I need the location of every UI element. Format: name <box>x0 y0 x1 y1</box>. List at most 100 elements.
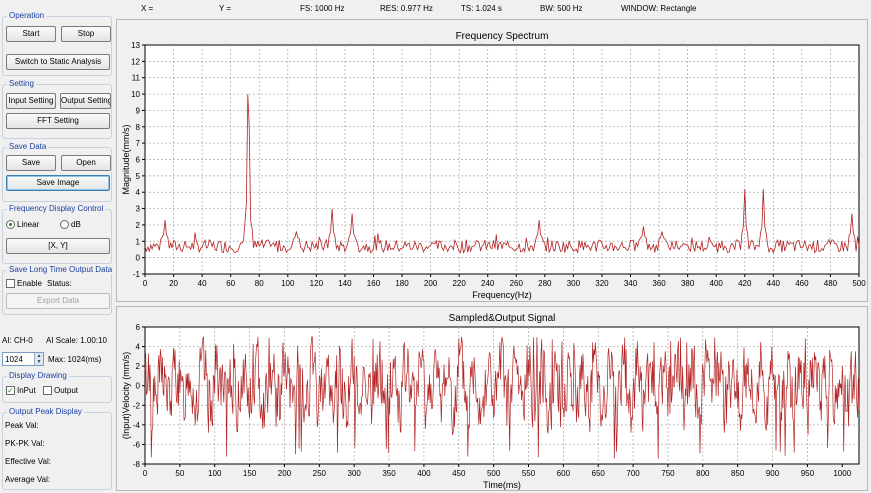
x-tick-label: 280 <box>538 279 552 288</box>
x-tick-label: 750 <box>661 469 675 478</box>
output-setting-button[interactable]: Output Setting <box>60 93 111 109</box>
chart-title: Frequency Spectrum <box>456 31 549 42</box>
y-tick-label: 4 <box>136 188 141 197</box>
x-tick-label: 400 <box>417 469 431 478</box>
x-tick-label: 650 <box>592 469 606 478</box>
x-tick-label: 850 <box>731 469 745 478</box>
x-tick-label: 480 <box>824 279 838 288</box>
signal-series-line <box>144 336 860 459</box>
y-tick-label: 0 <box>136 254 141 263</box>
operation-title: Operation <box>7 11 47 20</box>
start-button[interactable]: Start <box>6 26 56 42</box>
peak-display-title: Output Peak Display <box>7 407 84 416</box>
peak-value-label: Peak Val: <box>5 421 39 430</box>
y-tick-label: 1 <box>136 237 141 246</box>
enable-checkbox[interactable] <box>6 279 15 288</box>
y-tick-label: 10 <box>131 90 140 99</box>
x-tick-label: 180 <box>395 279 409 288</box>
save-data-group: Save Data Save Open Save Image <box>2 142 112 202</box>
x-tick-label: 950 <box>801 469 815 478</box>
x-tick-label: 100 <box>208 469 222 478</box>
x-tick-label: 550 <box>522 469 536 478</box>
cursor-y-readout: Y = <box>219 4 232 13</box>
save-button[interactable]: Save <box>6 155 56 171</box>
y-tick-label: 13 <box>131 41 140 50</box>
operation-group: Operation Start Stop Switch to Static An… <box>2 11 112 76</box>
x-tick-label: 60 <box>226 279 235 288</box>
x-tick-label: 340 <box>624 279 638 288</box>
x-tick-label: 200 <box>278 469 292 478</box>
open-button[interactable]: Open <box>61 155 111 171</box>
y-tick-label: 12 <box>131 57 140 66</box>
control-panel: Operation Start Stop Switch to Static An… <box>0 10 115 493</box>
y-tick-label: -4 <box>133 421 141 430</box>
db-radio[interactable] <box>60 220 69 229</box>
y-tick-label: 3 <box>136 205 141 214</box>
x-tick-label: 450 <box>452 469 466 478</box>
switch-static-analysis-button[interactable]: Switch to Static Analysis <box>6 54 110 70</box>
y-axis-label: Magnitude(mm/s) <box>121 124 131 194</box>
y-tick-label: 6 <box>136 323 141 332</box>
chart-title: Sampled&Output Signal <box>449 313 556 324</box>
input-setting-button[interactable]: Input Setting <box>6 93 56 109</box>
setting-group: Setting Input Setting Output Setting FFT… <box>2 79 112 139</box>
x-tick-label: 150 <box>243 469 257 478</box>
x-tick-label: 500 <box>487 469 501 478</box>
y-tick-label: 8 <box>136 123 141 132</box>
status-bar: X = Y = FS: 1000 Hz RES: 0.977 Hz TS: 1.… <box>0 0 871 18</box>
y-tick-label: 0 <box>136 382 141 391</box>
frequency-spectrum-panel: Frequency Spectrum 0 20 40 60 80 100 120 140 160 1… <box>116 19 868 302</box>
x-tick-label: 260 <box>510 279 524 288</box>
frequency-display-group: Frequency Display Control Linear dB [X, … <box>2 204 112 264</box>
xy-readout-button[interactable]: [X, Y] <box>6 238 110 254</box>
display-drawing-group: Display Drawing ✓ InPut Output <box>2 371 112 403</box>
fft-setting-button[interactable]: FFT Setting <box>6 113 110 129</box>
ai-scale: AI Scale: 1.00:10 <box>46 336 107 345</box>
y-tick-label: 11 <box>132 74 141 83</box>
x-tick-label: 300 <box>348 469 362 478</box>
linear-label: Linear <box>17 220 40 229</box>
x-tick-label: 20 <box>169 279 178 288</box>
x-tick-label: 120 <box>310 279 324 288</box>
x-tick-label: 600 <box>557 469 571 478</box>
x-tick-label: 300 <box>567 279 581 288</box>
points-spinbox[interactable]: 1024 ▲ ▼ <box>2 352 44 366</box>
y-tick-label: 2 <box>136 221 141 230</box>
spectrum-series-line <box>144 94 860 254</box>
x-tick-label: 100 <box>281 279 295 288</box>
y-tick-label: 4 <box>136 343 141 352</box>
cursor-x-readout: X = <box>141 4 154 13</box>
plot-area <box>144 326 860 465</box>
db-label: dB <box>71 220 81 229</box>
export-data-button[interactable]: Export Data <box>6 293 110 309</box>
x-tick-label: 80 <box>255 279 264 288</box>
x-tick-label: 400 <box>710 279 724 288</box>
y-tick-label: -6 <box>133 440 141 449</box>
stop-button[interactable]: Stop <box>61 26 111 42</box>
spin-arrows-icon[interactable]: ▲ ▼ <box>34 353 43 365</box>
points-value: 1024 <box>5 355 23 364</box>
linear-radio[interactable] <box>6 220 15 229</box>
x-tick-label: 50 <box>175 469 184 478</box>
y-tick-label: 9 <box>136 106 141 115</box>
x-tick-label: 220 <box>452 279 466 288</box>
x-tick-label: 420 <box>738 279 752 288</box>
output-checkbox[interactable] <box>43 386 52 395</box>
pkpk-value-label: PK-PK Val: <box>5 439 45 448</box>
sampled-signal-chart[interactable]: Sampled&Output Signal 0 50 100 150 200 250 300 3… <box>117 307 867 490</box>
bandwidth: BW: 500 Hz <box>540 4 583 13</box>
x-tick-label: 240 <box>481 279 495 288</box>
y-axis-label: (Input)Velocity (mm/s) <box>121 352 131 440</box>
y-tick-label: -1 <box>133 270 141 279</box>
x-tick-label: 0 <box>143 469 148 478</box>
save-image-button[interactable]: Save Image <box>6 175 110 191</box>
max-length: Max: 1024(ms) <box>48 355 102 364</box>
x-tick-label: 900 <box>766 469 780 478</box>
x-tick-label: 1000 <box>833 469 851 478</box>
average-value-label: Average Val: <box>5 475 51 484</box>
display-drawing-title: Display Drawing <box>7 371 69 380</box>
x-tick-label: 160 <box>367 279 381 288</box>
x-tick-label: 200 <box>424 279 438 288</box>
input-checkbox[interactable]: ✓ <box>6 386 15 395</box>
